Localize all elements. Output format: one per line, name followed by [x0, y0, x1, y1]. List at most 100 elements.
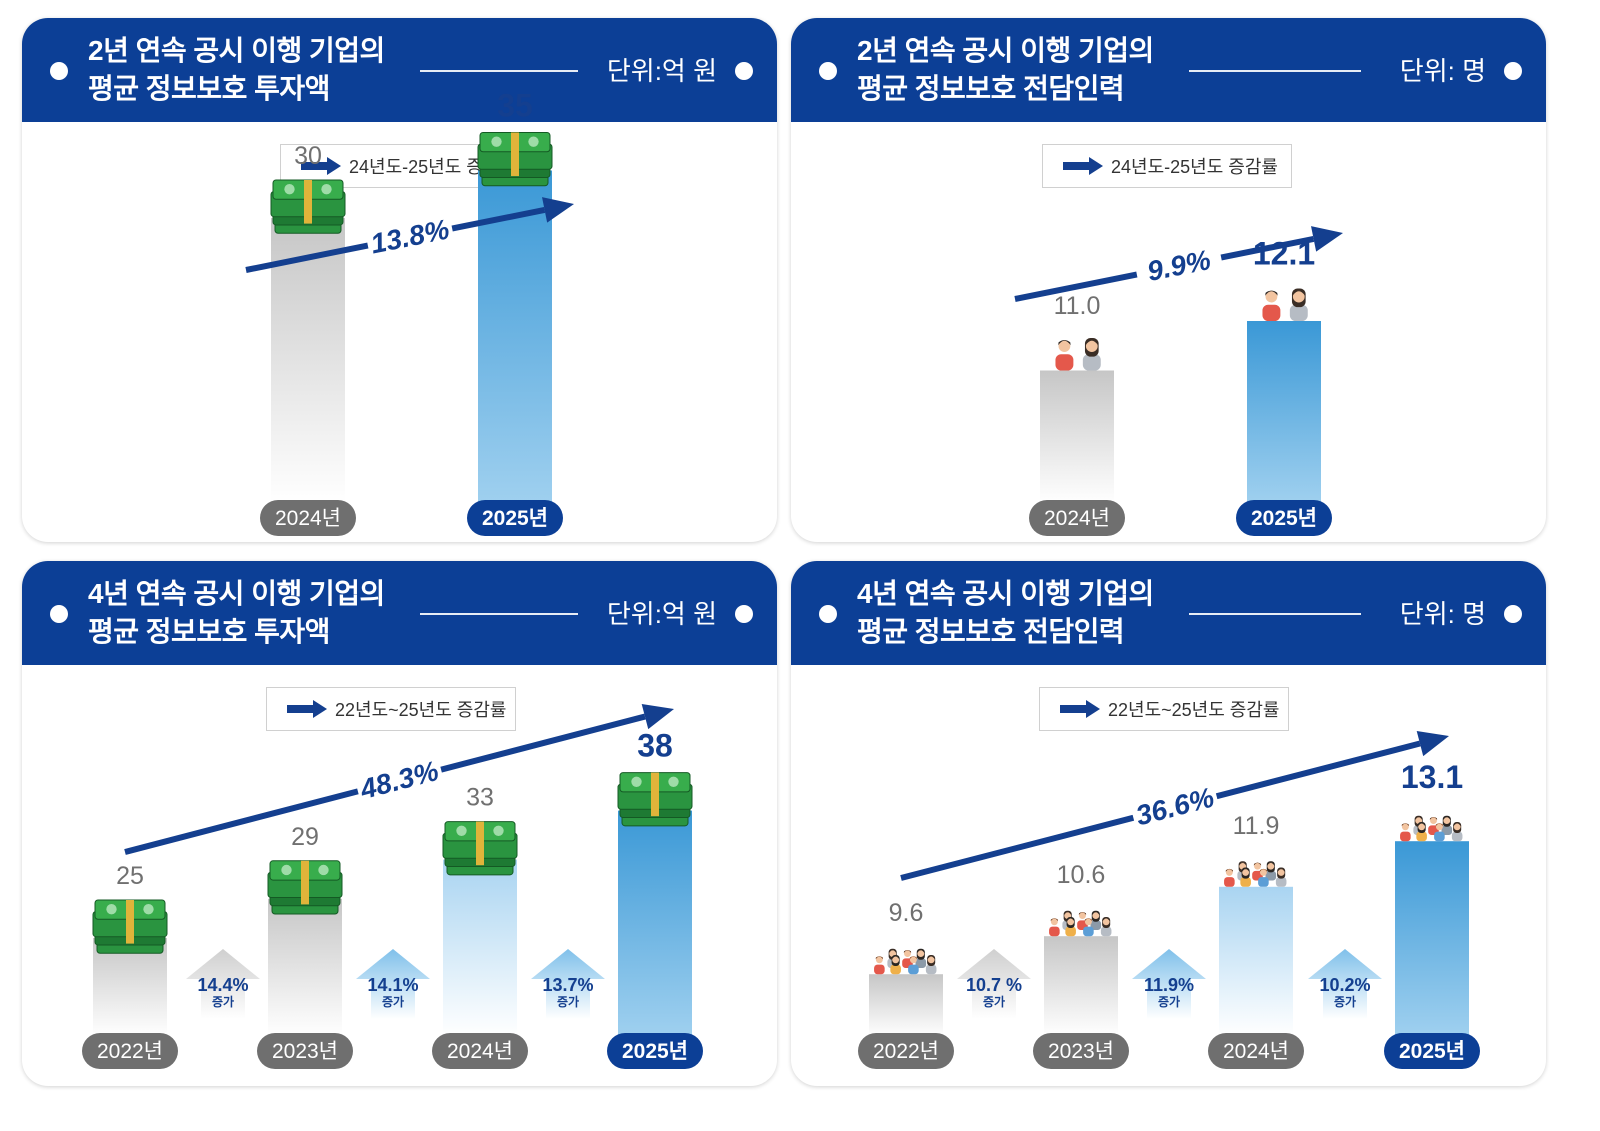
step-change-arrow: 10.7 %증가 [957, 949, 1031, 1019]
panel-title-line2: 평균 정보보호 전담인력 [857, 616, 1125, 647]
bullet-dot-icon [735, 605, 753, 623]
step-change-pct: 11.9% [1144, 975, 1194, 995]
year-pill [858, 1033, 954, 1069]
year-pill [432, 1033, 528, 1069]
up-arrow-icon [531, 949, 605, 1019]
value-label: 10.6 [1057, 861, 1106, 889]
bar [443, 859, 517, 1036]
legend: 22년도~25년도 증감률 [1039, 687, 1289, 731]
step-change-arrow: 13.7%증가 [531, 949, 605, 1019]
trend-arrow-head-icon [1311, 226, 1343, 252]
unit-label: 단위:억 원 [606, 56, 717, 86]
trend-arrow-head-icon [542, 197, 574, 223]
legend-arrow-icon [1063, 157, 1103, 175]
panel-title: 2년 연속 공시 이행 기업의 평균 정보보호 전담인력 [857, 32, 1154, 108]
overall-change-label: 13.8% [368, 213, 452, 259]
step-change-word: 증가 [212, 994, 234, 1009]
category-label: 2025년 [1399, 1040, 1465, 1063]
bullet-dot-icon [819, 605, 837, 623]
category-label: 2025년 [482, 507, 548, 530]
year-pill [1033, 1033, 1129, 1069]
up-arrow-icon [186, 949, 260, 1019]
legend-arrow-icon [287, 700, 327, 718]
panel-staff-2yr: 2년 연속 공시 이행 기업의 평균 정보보호 전담인력 단위: 명 24년도-… [791, 18, 1546, 542]
money-stack-icon [617, 772, 693, 827]
step-change-pct: 14.1% [367, 975, 418, 995]
trend-label-gap [356, 764, 443, 797]
panel-title-line2: 평균 정보보호 투자액 [88, 73, 330, 104]
bullet-dot-icon [1504, 605, 1522, 623]
panel-title: 4년 연속 공시 이행 기업의 평균 정보보호 투자액 [88, 575, 385, 651]
panel-header: 4년 연속 공시 이행 기업의 평균 정보보호 투자액 단위:억 원 [22, 561, 777, 665]
bar [618, 810, 692, 1036]
step-change-pct: 14.4% [197, 975, 248, 995]
header-divider [1189, 70, 1361, 72]
category-label: 2023년 [1048, 1040, 1114, 1063]
panel-title-line1: 4년 연속 공시 이행 기업의 [88, 578, 385, 609]
money-stack-icon [92, 899, 168, 954]
year-pill [260, 500, 356, 536]
legend: 24년도-25년도 증감률 [1042, 144, 1292, 188]
up-arrow-icon [1308, 949, 1382, 1019]
value-label: 33 [466, 784, 494, 812]
legend-text: 22년도~25년도 증감률 [335, 700, 507, 720]
bullet-dot-icon [735, 62, 753, 80]
people-icon [1055, 337, 1101, 371]
panel-investment-2yr: 2년 연속 공시 이행 기업의 평균 정보보호 투자액 단위:억 원 24년도-… [22, 18, 777, 542]
year-pill [1029, 500, 1125, 536]
unit-label: 단위: 명 [1399, 56, 1486, 86]
money-stack-icon [267, 860, 343, 915]
chart-investment-4yr: 252022년292023년332024년382025년14.4%증가14.1%… [82, 703, 703, 1069]
legend-text: 24년도-25년도 증감률 [1111, 157, 1278, 177]
category-label: 2025년 [1251, 507, 1317, 530]
header-divider [420, 613, 578, 615]
bullet-dot-icon [1504, 62, 1522, 80]
unit-label: 단위: 명 [1399, 599, 1486, 629]
people-icon [1400, 815, 1463, 842]
overall-change-label: 48.3% [356, 755, 442, 805]
panel-title: 2년 연속 공시 이행 기업의 평균 정보보호 투자액 [88, 32, 385, 108]
money-stack-icon [442, 821, 518, 876]
people-icon [1049, 910, 1112, 937]
bar [268, 898, 342, 1036]
panel-title-line1: 2년 연속 공시 이행 기업의 [857, 35, 1154, 66]
panel-title-line1: 2년 연속 공시 이행 기업의 [88, 35, 385, 66]
value-label: 38 [637, 728, 673, 764]
category-label: 2025년 [622, 1040, 688, 1063]
value-label: 11.9 [1233, 812, 1280, 840]
value-label: 29 [291, 823, 319, 851]
trend-label-gap [366, 223, 454, 251]
category-label: 2024년 [1044, 507, 1110, 530]
legend-text: 24년도-25년도 증감률 [349, 157, 516, 177]
value-label: 35 [497, 88, 533, 124]
legend: 22년도~25년도 증감률 [266, 687, 516, 731]
people-icon [1224, 861, 1287, 887]
bar [869, 974, 943, 1036]
step-change-pct: 10.7 % [966, 975, 1022, 995]
bullet-dot-icon [819, 62, 837, 80]
year-pill [82, 1033, 178, 1069]
step-change-pct: 10.2% [1319, 975, 1370, 995]
panel-title-line1: 4년 연속 공시 이행 기업의 [857, 578, 1154, 609]
bar [1040, 370, 1114, 503]
bar [478, 170, 552, 503]
step-change-word: 증가 [382, 994, 404, 1009]
up-arrow-icon [957, 949, 1031, 1019]
legend-arrow-icon [1060, 700, 1100, 718]
panel-title-line2: 평균 정보보호 투자액 [88, 616, 330, 647]
bullet-dot-icon [50, 605, 68, 623]
bullet-dot-icon [50, 62, 68, 80]
category-label: 2024년 [447, 1040, 513, 1063]
trend-arrow-head-icon [1416, 730, 1449, 757]
up-arrow-icon [356, 949, 430, 1019]
year-pill [1384, 1033, 1480, 1069]
panel-header: 2년 연속 공시 이행 기업의 평균 정보보호 투자액 단위:억 원 [22, 18, 777, 122]
legend-arrow-icon [301, 157, 341, 175]
value-label: 9.6 [889, 899, 924, 927]
value-label: 13.1 [1401, 759, 1463, 795]
value-label: 30 [294, 142, 322, 170]
panel-title-line2: 평균 정보보호 전담인력 [857, 73, 1125, 104]
value-label: 25 [116, 862, 144, 890]
trend-arrow-head-icon [641, 703, 674, 730]
